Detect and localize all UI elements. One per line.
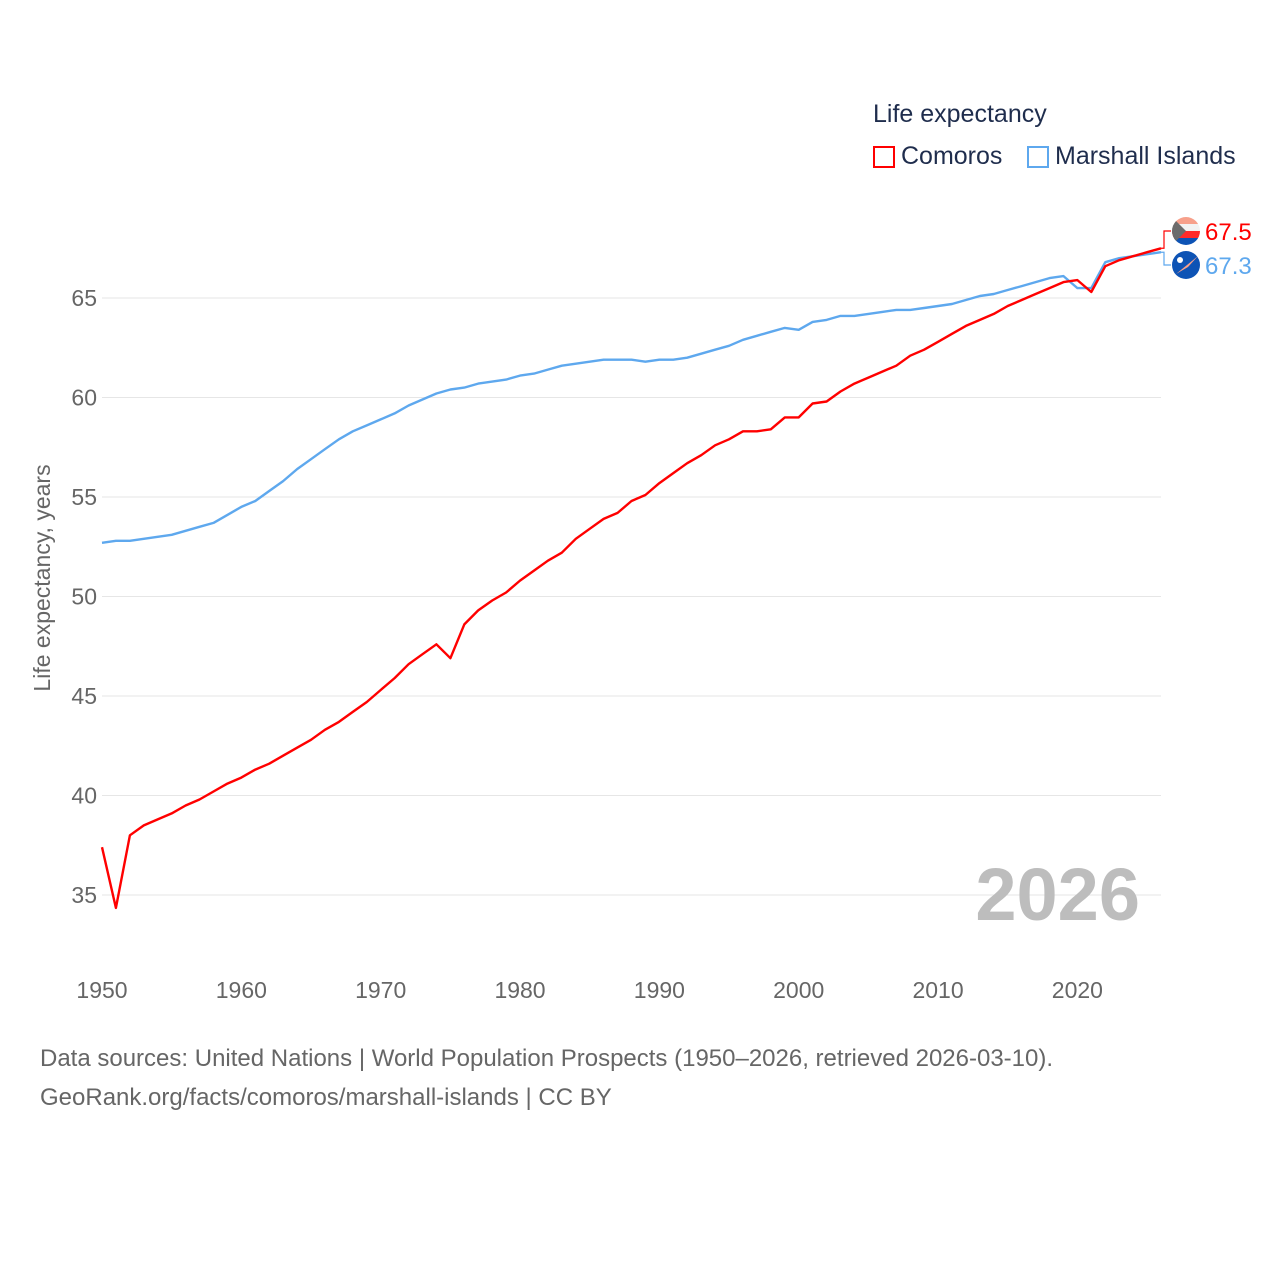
x-tick-label: 1990 bbox=[634, 977, 685, 1003]
y-axis-title: Life expectancy, years bbox=[29, 464, 55, 691]
year-label: 2026 bbox=[975, 853, 1140, 936]
y-tick-label: 50 bbox=[71, 584, 97, 610]
legend-item-comoros[interactable]: Comoros bbox=[873, 142, 1002, 171]
y-tick-label: 55 bbox=[71, 484, 97, 510]
end-connector bbox=[1161, 230, 1171, 249]
series-line-marshall-islands bbox=[101, 251, 1162, 544]
legend-swatch-comoros bbox=[873, 145, 895, 168]
marshall-islands-flag-icon bbox=[1172, 251, 1200, 279]
x-tick-label: 2020 bbox=[1052, 977, 1103, 1003]
series-line-comoros bbox=[100, 247, 1162, 910]
x-tick-label: 2000 bbox=[773, 977, 824, 1003]
x-tick-label: 2010 bbox=[912, 977, 963, 1003]
legend-item-marshall-islands[interactable]: Marshall Islands bbox=[1027, 142, 1236, 171]
x-tick-label: 1950 bbox=[76, 977, 127, 1003]
legend-label: Comoros bbox=[901, 142, 1003, 170]
end-connector bbox=[1161, 251, 1171, 266]
legend-label: Marshall Islands bbox=[1055, 142, 1236, 170]
y-tick-label: 45 bbox=[71, 683, 97, 709]
x-tick-label: 1980 bbox=[494, 977, 545, 1003]
y-tick-label: 65 bbox=[71, 285, 97, 311]
y-tick-label: 40 bbox=[71, 783, 97, 809]
x-tick-label: 1970 bbox=[355, 977, 406, 1003]
y-tick-label: 35 bbox=[71, 882, 97, 908]
legend-title: Life expectancy bbox=[873, 100, 1047, 128]
footer-credit: GeoRank.org/facts/comoros/marshall-islan… bbox=[40, 1084, 612, 1111]
footer-sources: Data sources: United Nations | World Pop… bbox=[40, 1045, 1054, 1072]
end-value-label: 67.5 bbox=[1205, 219, 1252, 246]
comoros-flag-icon bbox=[1172, 217, 1200, 245]
end-value-label: 67.3 bbox=[1205, 253, 1252, 280]
y-tick-label: 60 bbox=[71, 385, 97, 411]
x-tick-label: 1960 bbox=[216, 977, 267, 1003]
legend-swatch-marshall-islands bbox=[1027, 145, 1049, 168]
